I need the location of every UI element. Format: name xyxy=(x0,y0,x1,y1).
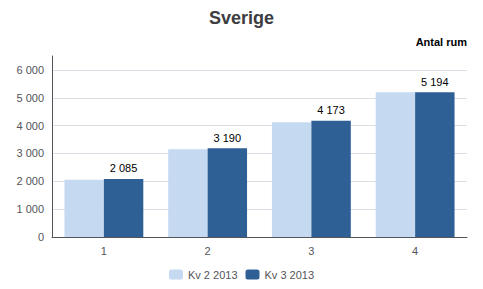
svg-text:Antal rum: Antal rum xyxy=(416,36,468,48)
svg-text:5 000: 5 000 xyxy=(16,92,44,104)
svg-text:3: 3 xyxy=(308,245,314,257)
svg-text:4 000: 4 000 xyxy=(16,120,44,132)
svg-text:6 000: 6 000 xyxy=(16,64,44,76)
svg-text:2: 2 xyxy=(205,245,211,257)
svg-text:3 190: 3 190 xyxy=(214,132,242,144)
svg-text:4 173: 4 173 xyxy=(317,104,345,116)
svg-text:5 194: 5 194 xyxy=(421,76,449,88)
svg-text:1 000: 1 000 xyxy=(16,203,44,215)
svg-text:2 085: 2 085 xyxy=(110,162,138,174)
svg-text:1: 1 xyxy=(101,245,107,257)
svg-text:4: 4 xyxy=(412,245,418,257)
svg-text:Sverige: Sverige xyxy=(209,8,274,28)
svg-text:0: 0 xyxy=(38,231,44,243)
svg-text:3 000: 3 000 xyxy=(16,147,44,159)
svg-text:2 000: 2 000 xyxy=(16,175,44,187)
svg-text:Kv 3 2013: Kv 3 2013 xyxy=(265,269,315,281)
svg-text:Kv 2 2013: Kv 2 2013 xyxy=(188,269,238,281)
